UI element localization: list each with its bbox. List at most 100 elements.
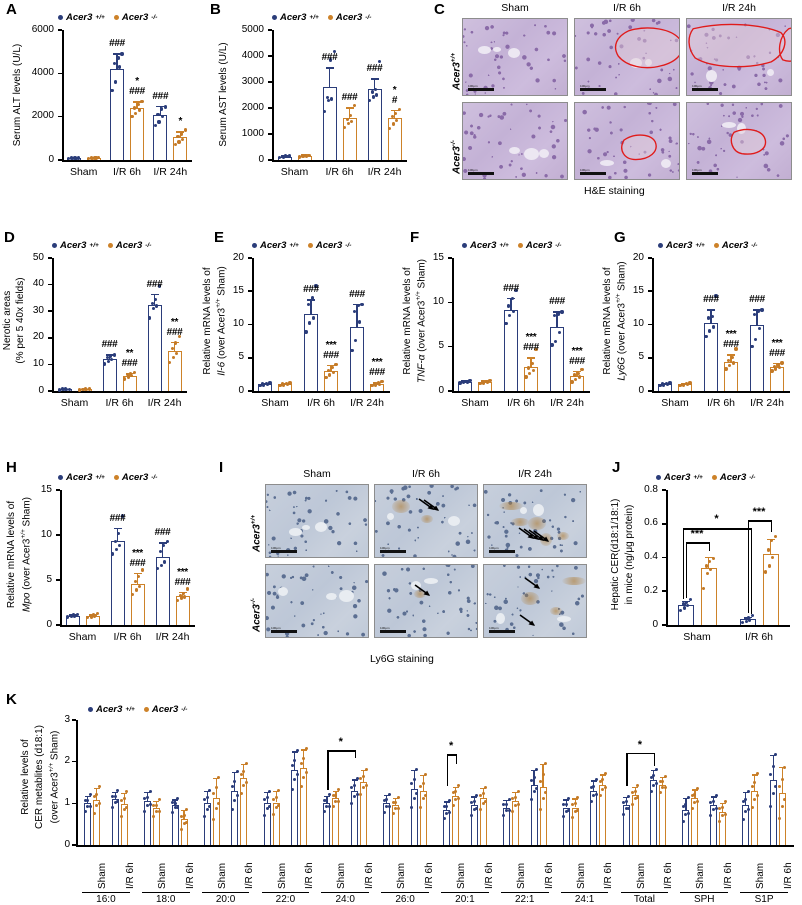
x-tick-label: I/R 6h	[744, 631, 773, 643]
data-point	[331, 805, 335, 809]
y-tick	[268, 159, 272, 161]
significance-mark: ###	[735, 295, 779, 305]
tissue-image	[266, 485, 368, 557]
data-point	[290, 787, 294, 791]
y-tick	[56, 624, 60, 626]
row-header-sup: +/+	[250, 514, 257, 525]
bar-ko	[300, 767, 308, 845]
error-cap	[113, 527, 122, 530]
x-condition-label: I/R 6h	[782, 862, 794, 889]
bar-ko	[631, 795, 639, 845]
data-point	[177, 334, 182, 339]
data-point	[354, 338, 358, 343]
data-point	[244, 761, 248, 765]
data-point	[96, 155, 101, 160]
data-point	[627, 806, 631, 810]
x-axis	[252, 391, 390, 393]
data-point	[110, 552, 115, 556]
data-point	[682, 606, 686, 610]
panel-e-label: E	[214, 229, 225, 246]
x-condition-label: Sham	[515, 862, 527, 889]
data-point	[370, 90, 374, 94]
panel-f-gene: TNF-α	[416, 354, 428, 384]
bracket-top	[446, 754, 456, 756]
x-tick-label: I/R 6h	[706, 397, 735, 409]
y-tick	[248, 356, 252, 359]
data-point	[337, 799, 341, 803]
significance-mark: *** ###	[161, 567, 205, 588]
data-point	[712, 807, 715, 811]
significance-mark: ###	[689, 295, 733, 305]
vessel	[706, 70, 717, 82]
scale-bar-label: 100μm	[468, 168, 478, 172]
data-point	[395, 118, 399, 123]
bar-wt	[769, 780, 777, 845]
data-point	[134, 588, 138, 592]
error-cap	[113, 53, 121, 55]
data-point	[421, 797, 425, 801]
data-point	[60, 387, 64, 391]
data-point	[750, 806, 754, 810]
data-point	[371, 95, 375, 99]
data-point	[710, 314, 714, 319]
error-cap	[273, 790, 280, 793]
data-point	[753, 312, 757, 317]
bar-ko	[719, 811, 726, 845]
legend-dot-ko-icon	[517, 243, 523, 248]
data-point	[746, 807, 750, 811]
data-point	[541, 773, 545, 777]
bracket-star: *	[449, 740, 454, 753]
panel-b: B Acer3 +/+ Acer3 -/- Serum AST levels (U/…	[210, 0, 425, 205]
data-point	[120, 815, 124, 818]
scale-bar-label: 100μm	[380, 626, 390, 630]
error-cap	[420, 775, 427, 777]
y-tick-label: 15	[232, 284, 244, 296]
bar-ko	[724, 361, 738, 391]
legend-dot-ko-icon	[107, 243, 113, 248]
group-underline	[441, 892, 489, 894]
data-point	[516, 802, 520, 806]
group-underline	[620, 892, 669, 894]
data-point	[723, 800, 727, 804]
error-cap	[332, 790, 339, 793]
bar-wt	[530, 784, 538, 845]
y-tick-label: 0	[652, 618, 658, 630]
x-condition-label: I/R 6h	[304, 862, 316, 889]
data-point	[387, 804, 391, 808]
data-point	[287, 154, 292, 158]
scale-bar	[489, 630, 515, 633]
group-underline	[680, 892, 729, 894]
scale-bar	[580, 88, 606, 91]
x-tick-label: I/R 24h	[155, 631, 190, 643]
data-point	[419, 805, 423, 809]
data-point	[743, 616, 747, 621]
x-tick-label: Sham	[60, 397, 89, 409]
bracket-top	[747, 520, 771, 523]
y-tick-label: 0.6	[644, 517, 658, 529]
data-point	[454, 790, 458, 794]
bracket-top	[682, 527, 751, 530]
significance-line: ###	[369, 366, 385, 378]
vessel	[737, 123, 746, 134]
data-point	[754, 338, 758, 342]
data-point	[479, 807, 483, 811]
y-axis	[272, 30, 274, 161]
y-tick-label: 50	[32, 251, 44, 263]
data-point	[242, 769, 246, 773]
data-point	[708, 329, 712, 333]
data-point	[88, 793, 92, 797]
significance-mark: *** ###	[309, 341, 353, 361]
error-cap	[351, 779, 358, 781]
legend-item-wt: Acer3 +/+	[252, 240, 299, 251]
data-point	[129, 371, 133, 376]
data-point	[185, 587, 190, 591]
bar-ko	[700, 567, 717, 625]
significance-mark: ###	[95, 39, 139, 49]
x-tick-label: Sham	[461, 397, 489, 409]
data-point	[112, 353, 117, 357]
data-point	[311, 316, 315, 320]
data-point	[364, 783, 368, 787]
significance-line: ###	[323, 350, 339, 362]
scale-bar-label: 100μm	[489, 626, 499, 630]
significance-mark: ###	[489, 283, 533, 294]
